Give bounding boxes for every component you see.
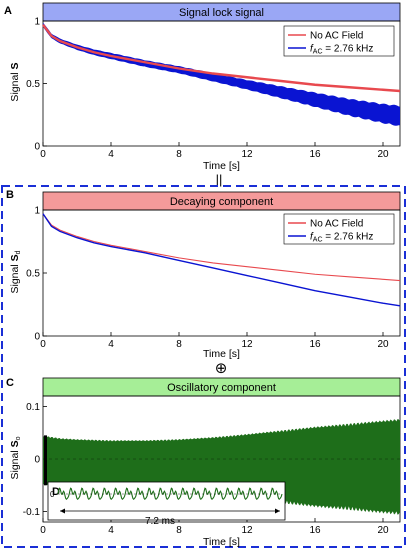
panel-c-xtick-label: 4 bbox=[108, 525, 114, 536]
panel-a-xtick-label: 16 bbox=[309, 149, 321, 160]
inset-tick-label: 0 bbox=[50, 490, 55, 499]
panel-d-letter: D bbox=[52, 486, 60, 498]
panel-a: A Signal lock signal 0 4 8 12 16 20 0 0.5 1 No AC… bbox=[4, 2, 401, 172]
panel-a-letter: A bbox=[4, 5, 12, 17]
decomposition-box bbox=[1, 185, 406, 548]
panel-a-ytick-label: 0.5 bbox=[26, 79, 40, 90]
panel-b-letter: B bbox=[6, 189, 14, 201]
panel-a-series-no-field bbox=[42, 24, 401, 93]
panel-a-legend bbox=[283, 25, 395, 57]
panel-b-xlabel: Time [s] bbox=[203, 348, 240, 360]
panel-b-series-ac-field bbox=[42, 213, 401, 307]
panel-c-xtick-label: 8 bbox=[176, 525, 182, 536]
panel-b-legend bbox=[283, 213, 395, 245]
panel-a-legend-entry: fAC = 2.76 kHz bbox=[310, 44, 373, 56]
panel-b-plot: 0 4 8 12 16 20 0 0.5 1 No AC Field fAC = 2.76 kHz bbox=[26, 206, 401, 350]
panel-b-ytick-label: 0 bbox=[34, 332, 40, 343]
panel-a-ytick-label: 0 bbox=[34, 142, 40, 153]
panel-a-plot: 0 4 8 12 16 20 0 0.5 1 No AC Field fAC = 2.76 kHz bbox=[26, 17, 401, 160]
panel-c-ylabel: Signal So bbox=[9, 436, 22, 479]
panel-a-title: Signal lock signal bbox=[179, 7, 264, 19]
panel-a-xlabel: Time [s] bbox=[203, 160, 240, 172]
panel-b-xtick-label: 12 bbox=[241, 339, 253, 350]
panel-a-xtick-label: 20 bbox=[377, 149, 389, 160]
panel-c: C Oscillatory component 0 4 8 12 16 20 -0.1 0 0.… bbox=[6, 377, 401, 548]
panel-b-xtick-label: 8 bbox=[176, 339, 182, 350]
inset-plot bbox=[57, 487, 283, 500]
inset-frame bbox=[47, 481, 286, 521]
panel-a-xtick-label: 4 bbox=[108, 149, 114, 160]
panel-a-xtick-label: 8 bbox=[176, 149, 182, 160]
panel-c-xtick-label: 20 bbox=[377, 525, 389, 536]
panel-c-ytick-label: 0.1 bbox=[26, 402, 40, 413]
panel-a-series-ac-field-band bbox=[43, 22, 400, 126]
panel-b-legend-entry: fAC = 2.76 kHz bbox=[310, 232, 373, 244]
panel-c-ytick-label: 0 bbox=[34, 455, 40, 466]
panel-b-xtick-label: 4 bbox=[108, 339, 114, 350]
panel-c-xtick-label: 12 bbox=[241, 525, 253, 536]
panel-c-letter: C bbox=[6, 377, 14, 389]
panel-b-xtick-label: 0 bbox=[40, 339, 46, 350]
panel-b-ytick-label: 0.5 bbox=[26, 269, 40, 280]
panel-c-xlabel: Time [s] bbox=[203, 536, 240, 548]
panel-b-legend-entry: No AC Field bbox=[310, 219, 363, 230]
panel-b-ylabel: Signal Sd bbox=[9, 250, 22, 293]
panel-b-xtick-label: 20 bbox=[377, 339, 389, 350]
panel-c-xtick-label: 0 bbox=[40, 525, 46, 536]
panel-c-xtick-label: 16 bbox=[309, 525, 321, 536]
inset-annotation: 7.2 ms bbox=[145, 516, 175, 527]
panel-a-ytick-label: 1 bbox=[34, 17, 40, 28]
panel-b-title: Decaying component bbox=[170, 196, 273, 208]
oplus-separator: ⊕ bbox=[215, 360, 228, 377]
panel-b: B Decaying component 0 4 8 12 16 20 0 0.5 1 No AC… bbox=[6, 189, 401, 360]
panel-c-ytick-label: -0.1 bbox=[23, 507, 41, 518]
inset-span-arrowhead-left bbox=[60, 508, 65, 514]
equals-separator: || bbox=[216, 172, 223, 187]
panel-a-xtick-label: 0 bbox=[40, 149, 46, 160]
panel-a-ylabel: Signal S bbox=[9, 62, 21, 101]
panel-b-xtick-label: 16 bbox=[309, 339, 321, 350]
panel-c-title: Oscillatory component bbox=[167, 382, 276, 394]
panel-c-zoom-marker bbox=[44, 435, 47, 486]
inset-span-arrowhead-right bbox=[275, 508, 280, 514]
panel-a-xtick-label: 12 bbox=[241, 149, 253, 160]
panel-b-series-no-field bbox=[42, 213, 401, 282]
inset-span-arrow bbox=[60, 508, 280, 514]
panel-b-ytick-label: 1 bbox=[34, 206, 40, 217]
panel-d-inset: D 0 7.2 ms bbox=[47, 481, 286, 527]
panel-a-legend-entry: No AC Field bbox=[310, 31, 363, 42]
